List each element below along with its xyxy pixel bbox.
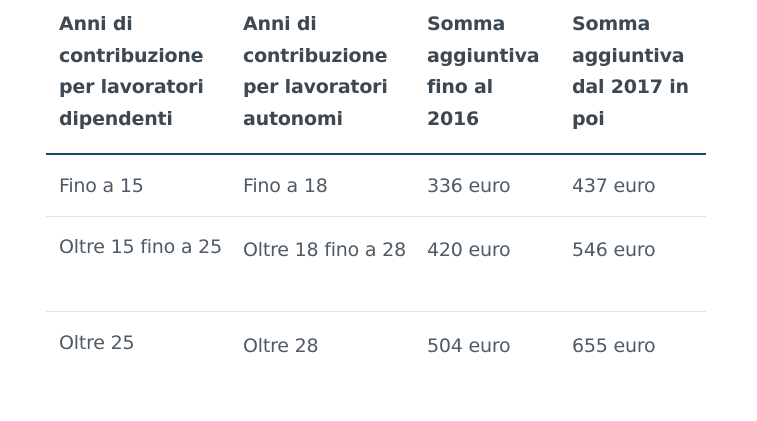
cell-self-employed-years: Oltre 18 fino a 28 bbox=[243, 239, 406, 261]
table-row: Fino a 15 Fino a 18 336 euro 437 euro bbox=[46, 155, 706, 217]
cell-self-employed-years: Oltre 28 bbox=[243, 335, 319, 357]
cell-amount-until-2016: 336 euro bbox=[427, 175, 511, 197]
cell-employee-years: Fino a 15 bbox=[59, 175, 144, 197]
table-row: Oltre 25 Oltre 28 504 euro 655 euro bbox=[46, 312, 706, 374]
header-amount-from-2017: Somma aggiuntiva dal 2017 in poi bbox=[572, 13, 689, 130]
cell-amount-until-2016: 504 euro bbox=[427, 335, 511, 357]
cell-amount-from-2017: 655 euro bbox=[572, 335, 656, 357]
table-header-row: Anni di contribuzione per lavoratori dip… bbox=[46, 0, 706, 155]
cell-self-employed-years: Fino a 18 bbox=[243, 175, 328, 197]
cell-employee-years: Oltre 25 bbox=[59, 332, 135, 354]
header-amount-until-2016: Somma aggiuntiva fino al 2016 bbox=[427, 13, 540, 130]
contribution-table: Anni di contribuzione per lavoratori dip… bbox=[46, 0, 706, 374]
cell-employee-years: Oltre 15 fino a 25 bbox=[59, 236, 222, 258]
cell-amount-until-2016: 420 euro bbox=[427, 239, 511, 261]
cell-amount-from-2017: 546 euro bbox=[572, 239, 656, 261]
header-employee-years: Anni di contribuzione per lavoratori dip… bbox=[59, 13, 204, 130]
table-row: Oltre 15 fino a 25 Oltre 18 fino a 28 42… bbox=[46, 217, 706, 312]
cell-amount-from-2017: 437 euro bbox=[572, 175, 656, 197]
header-self-employed-years: Anni di contribuzione per lavoratori aut… bbox=[243, 13, 388, 130]
